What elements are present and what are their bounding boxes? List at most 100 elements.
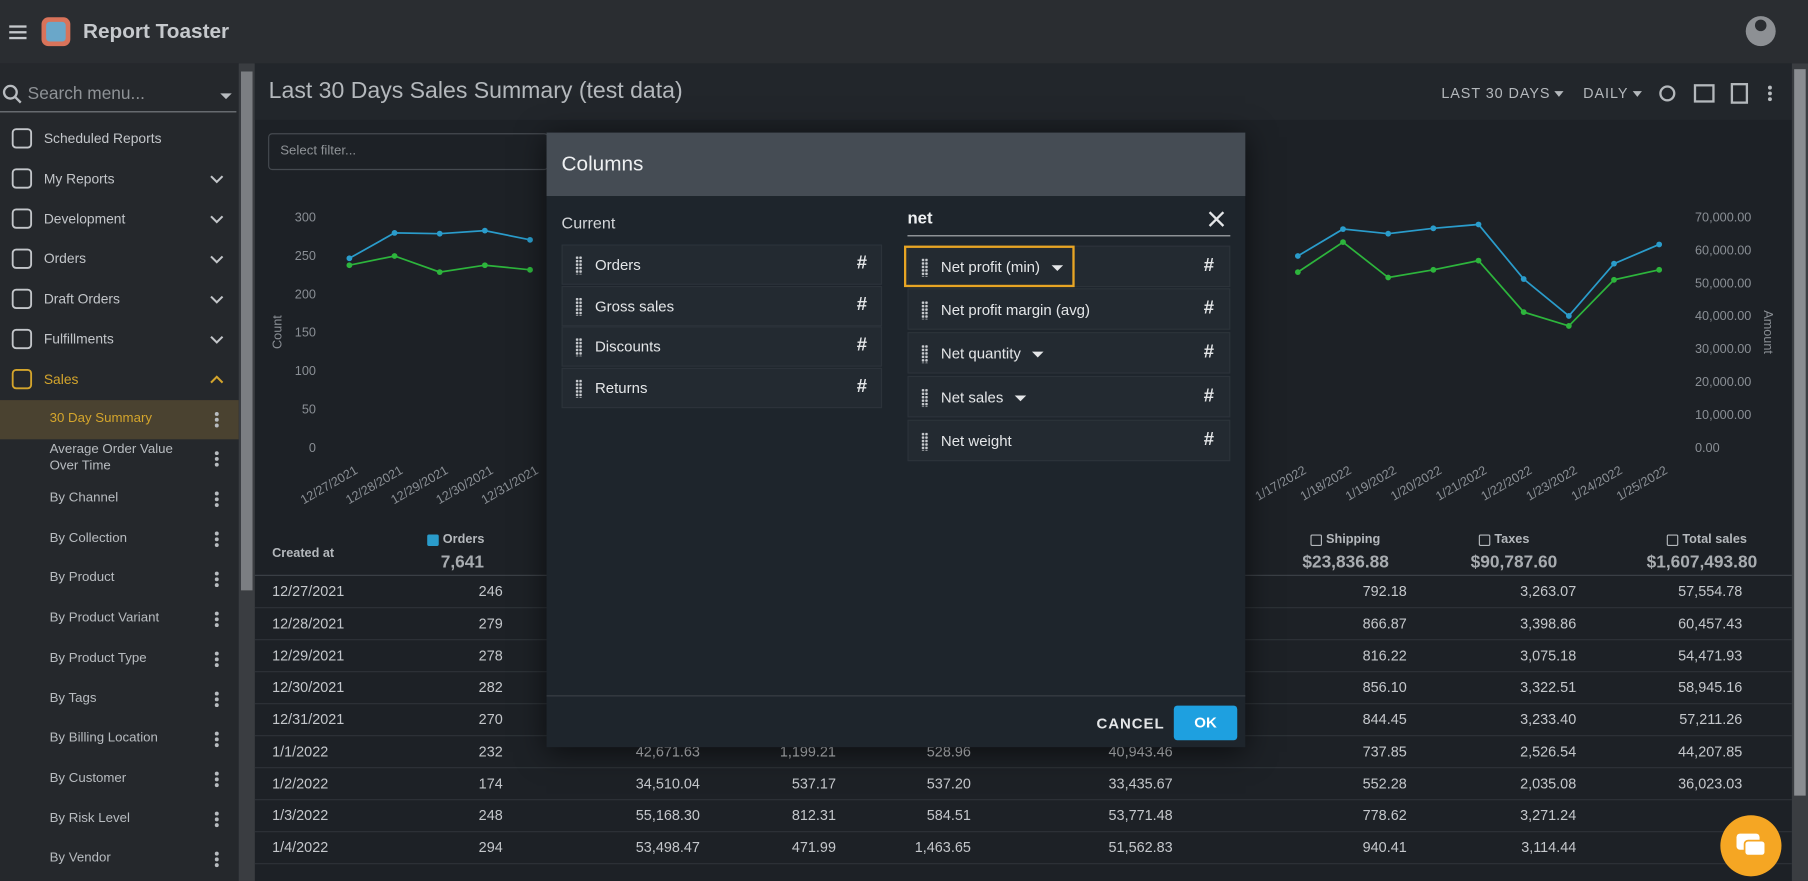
table-cell: 471.99 (791, 839, 836, 856)
active-item-bg (0, 400, 239, 440)
menu-icon (11, 328, 33, 350)
table-cell: 270 (478, 711, 503, 728)
table-cell: 51,562.83 (1108, 839, 1173, 856)
search-result[interactable]: Net profit (min) # (907, 245, 1231, 288)
column-name: Net quantity (940, 344, 1021, 363)
search-result[interactable]: Net sales # (907, 375, 1231, 418)
menu-icon-bar (9, 31, 27, 34)
submenu-item[interactable]: By Product Type (49, 651, 147, 666)
chat-button[interactable] (1720, 815, 1782, 877)
search-result[interactable]: Net quantity # (907, 332, 1231, 374)
column-header: Total sales (1682, 532, 1747, 547)
search-input[interactable]: Search menu... (27, 84, 145, 104)
series-point (1475, 221, 1482, 228)
table-cell: 844.45 (1362, 711, 1407, 728)
menu-item[interactable]: Development (43, 210, 126, 227)
menu-item[interactable]: My Reports (43, 170, 115, 187)
menu-item[interactable]: Orders (43, 250, 87, 267)
filter-input[interactable]: Select filter... (280, 144, 357, 158)
y2-tick-label: 0.00 (1695, 441, 1720, 455)
sidebar-scroll-thumb (240, 71, 253, 591)
submenu-item[interactable]: By Vendor (49, 851, 111, 866)
kebab-dot (214, 456, 219, 461)
submenu-item[interactable]: 30 Day Summary (49, 411, 153, 426)
drag-handle (921, 388, 929, 408)
table-cell: 57,554.78 (1678, 583, 1743, 600)
chat-icon (1736, 833, 1767, 857)
current-column[interactable]: Discounts # (561, 326, 883, 368)
table-cell: 248 (478, 807, 503, 824)
series-point (1385, 230, 1392, 237)
ok-button[interactable]: OK (1173, 705, 1238, 741)
cancel-button[interactable]: CANCEL (1096, 714, 1165, 733)
submenu-item[interactable]: By Collection (49, 531, 127, 546)
menu-item[interactable]: Fulfillments (43, 330, 114, 348)
kebab-dot (214, 617, 219, 622)
menu-item[interactable]: Draft Orders (43, 290, 120, 307)
range-button[interactable]: LAST 30 DAYS (1441, 85, 1551, 102)
search-result[interactable]: Net weight # (907, 419, 1231, 462)
submenu-item[interactable]: By Tags (49, 691, 97, 706)
series-point (1656, 241, 1663, 248)
kebab-dot (214, 531, 219, 536)
table-cell: 53,771.48 (1108, 807, 1173, 824)
menu-item[interactable]: Sales (43, 371, 79, 388)
table-cell: 12/27/2021 (272, 583, 345, 600)
submenu-item[interactable]: By Risk Level (49, 811, 130, 826)
submenu-item[interactable]: By Product Variant (49, 611, 160, 626)
clear-search[interactable] (1207, 210, 1225, 228)
table-cell: 1/4/2022 (272, 839, 329, 856)
table-cell: 174 (478, 775, 503, 792)
dropdown-arrow[interactable] (1051, 265, 1064, 271)
search-icon-handle (14, 96, 22, 104)
column-header: Taxes (1494, 532, 1530, 547)
interval-button[interactable]: DAILY (1583, 85, 1629, 102)
table-cell: 34,510.04 (635, 775, 700, 792)
kebab-dot (214, 423, 219, 428)
menu-icon-bar (9, 36, 27, 40)
table-cell: 55,168.30 (635, 807, 700, 824)
submenu-item[interactable]: By Customer (49, 771, 127, 786)
clear-icon (1208, 211, 1225, 227)
type-icon: # (856, 294, 867, 315)
search-field[interactable]: net (907, 209, 933, 229)
y-axis-title: Count (270, 315, 284, 349)
series-point (1520, 309, 1527, 315)
current-column[interactable]: Orders # (561, 244, 883, 285)
column-name: Returns (594, 379, 648, 397)
search-result[interactable]: Net profit margin (avg) # (907, 288, 1231, 330)
submenu-item[interactable]: By Channel (49, 491, 119, 506)
type-icon: # (1203, 298, 1215, 319)
column-header: Created at (272, 546, 335, 561)
drag-handle (575, 297, 583, 316)
y-tick-label: 100 (295, 364, 316, 378)
kebab-dot (1767, 97, 1772, 102)
menu-item[interactable]: Scheduled Reports (43, 130, 162, 147)
submenu-item[interactable]: By Billing Location (49, 731, 158, 746)
y2-tick-label: 40,000.00 (1695, 309, 1751, 323)
dropdown-arrow[interactable] (1014, 395, 1027, 402)
table-cell: 246 (478, 583, 503, 600)
kebab-dot (214, 497, 219, 502)
table-cell: 812.31 (791, 807, 836, 824)
series-point (1565, 323, 1572, 329)
table-cell: 3,114.44 (1521, 839, 1577, 856)
table-cell: 778.62 (1362, 807, 1407, 824)
type-icon: # (856, 253, 867, 274)
submenu-item[interactable]: By Product (49, 571, 115, 586)
dropdown-arrow[interactable] (1032, 351, 1044, 358)
refresh-icon (1659, 85, 1676, 102)
kebab-dot (214, 571, 219, 576)
column-name: Orders (594, 255, 641, 274)
table-cell: 816.22 (1362, 647, 1407, 664)
column-name: Net profit margin (avg) (940, 300, 1091, 319)
current-column[interactable]: Gross sales # (561, 285, 883, 326)
dialog-title: Columns (561, 152, 644, 176)
submenu-item[interactable]: Average Order Value Over Time (49, 442, 173, 473)
table-cell: 2,035.08 (1520, 775, 1577, 792)
kebab-dot (214, 703, 219, 708)
y2-tick-label: 70,000.00 (1695, 210, 1751, 224)
current-column[interactable]: Returns # (561, 367, 883, 409)
kebab-dot (214, 651, 219, 656)
kebab-dot (214, 451, 219, 456)
